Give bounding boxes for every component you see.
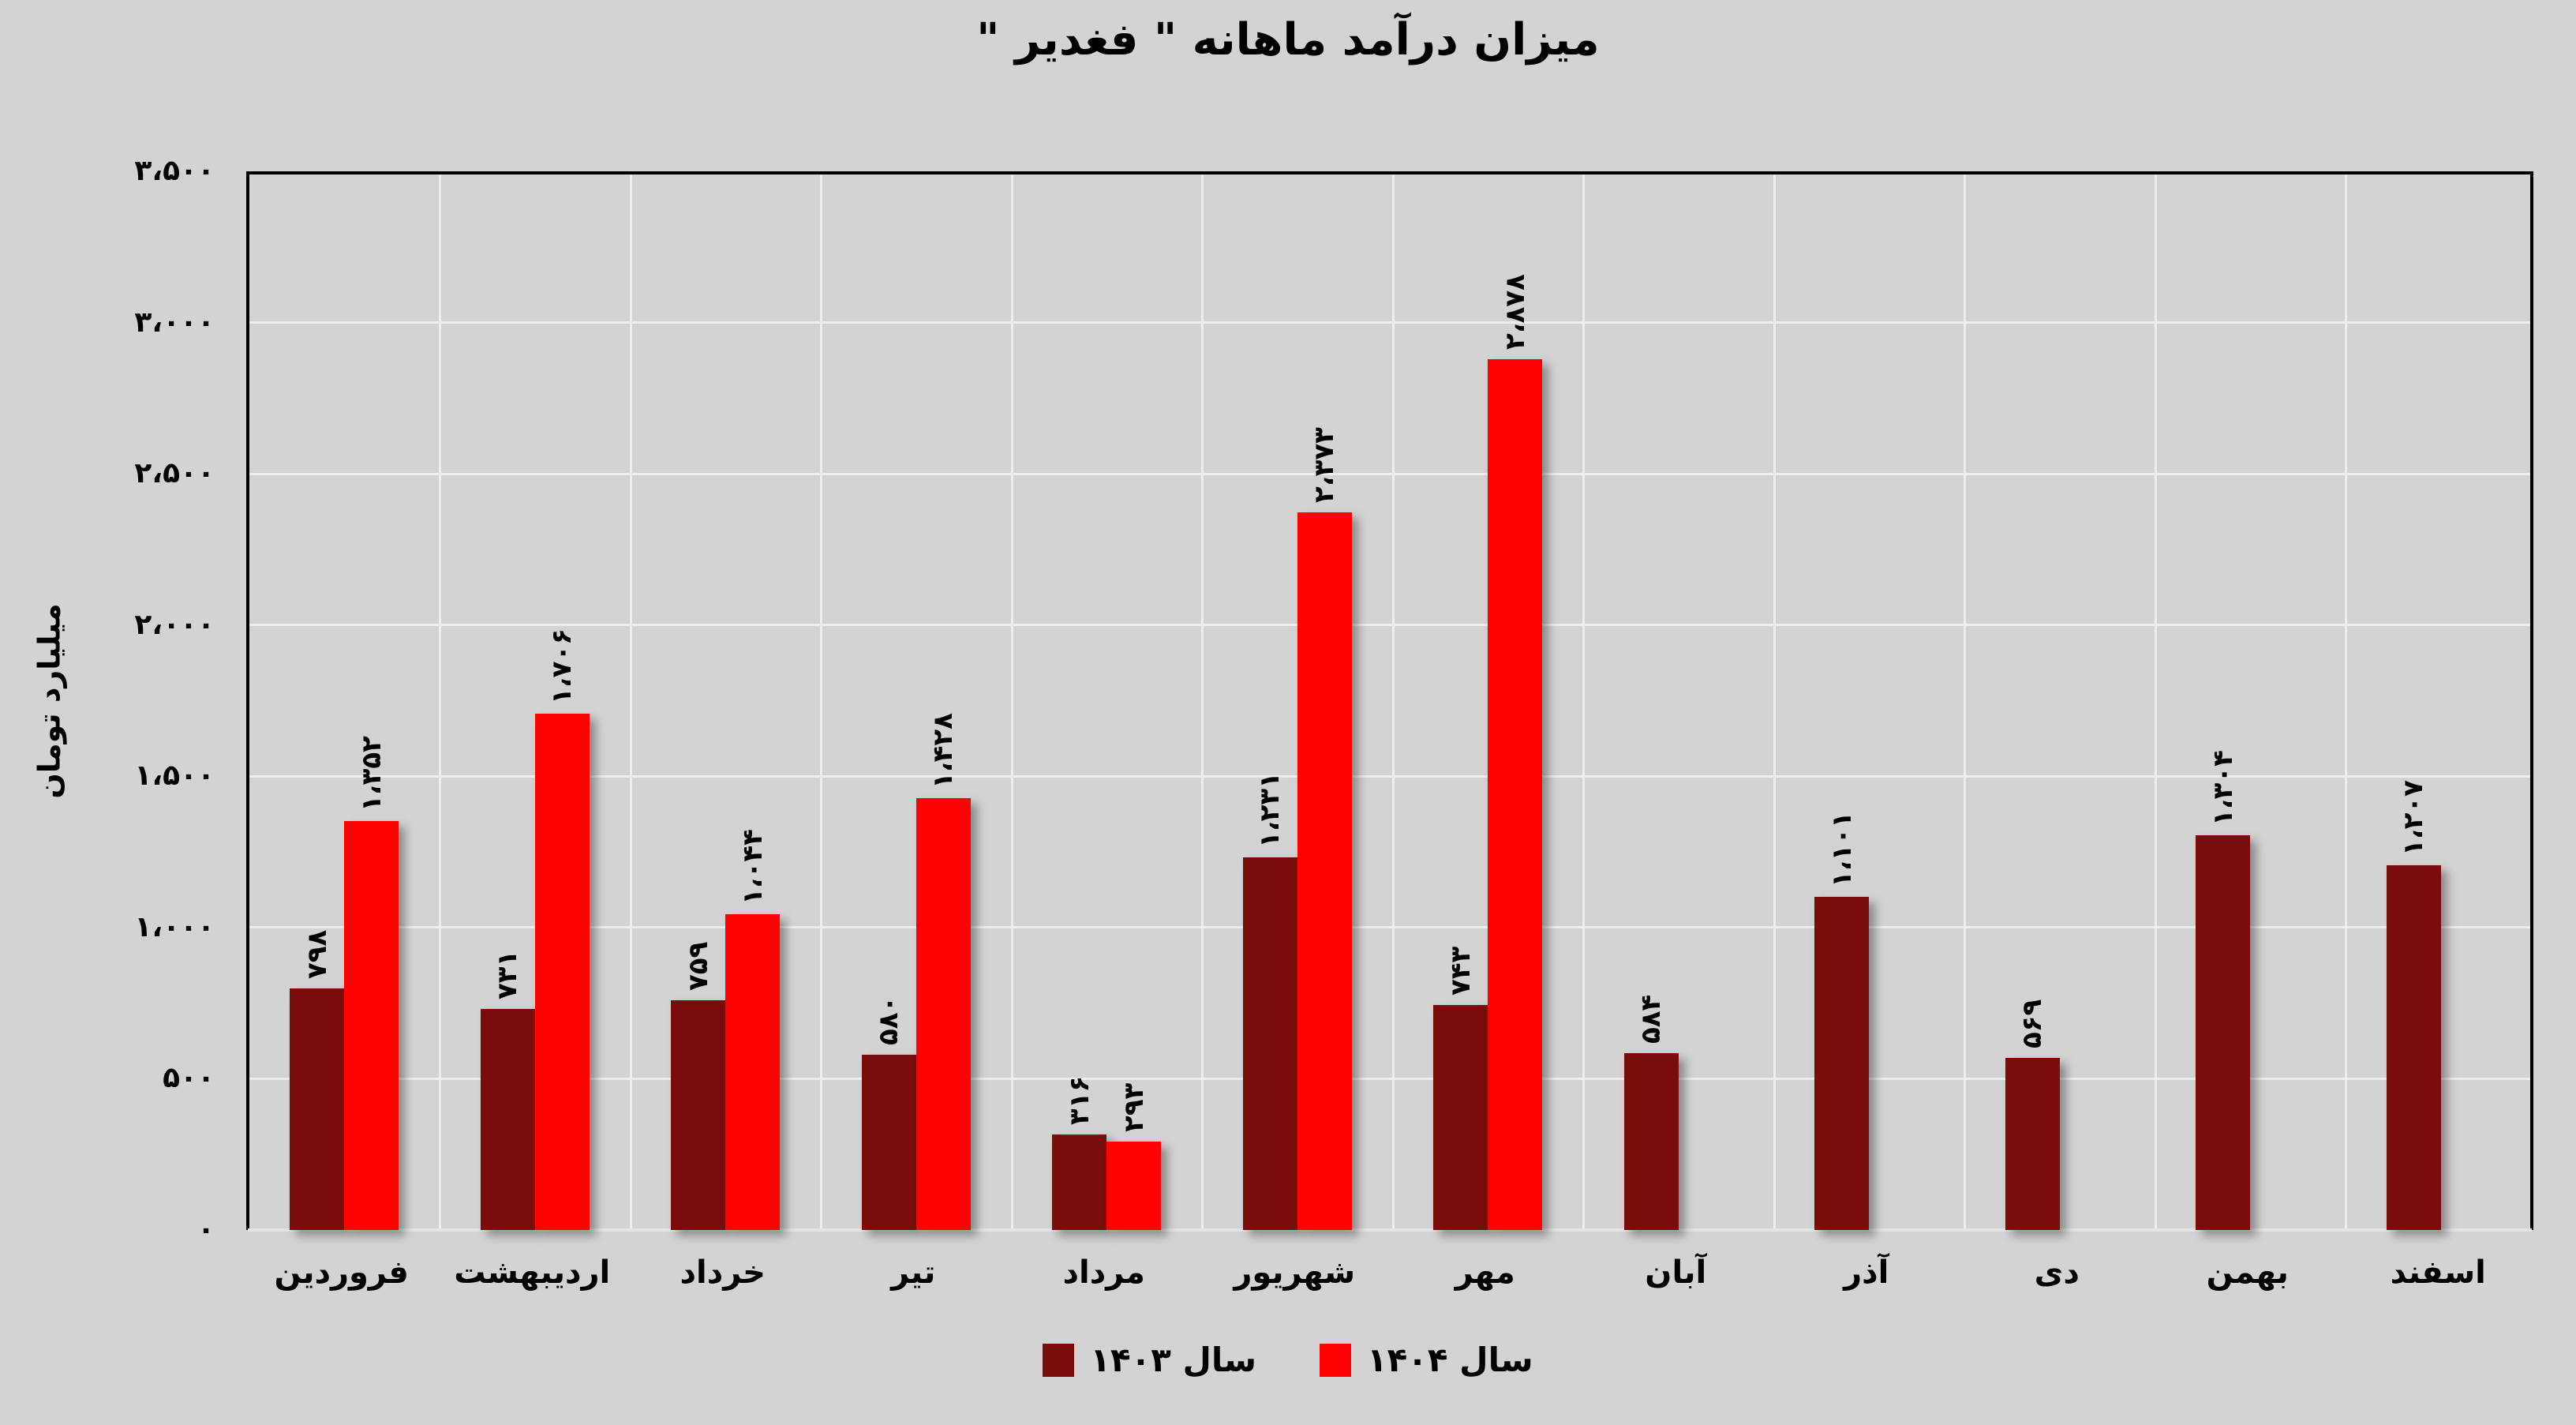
legend-label-1404: سال ۱۴۰۴ bbox=[1367, 1341, 1533, 1379]
bar-label-1404-m1: ۱،۳۵۲ bbox=[355, 736, 388, 812]
bar-1404-m3 bbox=[725, 914, 780, 1230]
bar-1404-m4 bbox=[915, 797, 971, 1230]
gridline-h bbox=[249, 774, 2530, 778]
bar-1403-m11 bbox=[2196, 835, 2250, 1230]
bar-1403-m10 bbox=[2005, 1058, 2060, 1230]
x-label-m2: اردیبهشت bbox=[454, 1254, 611, 1291]
gridline-v bbox=[2345, 174, 2347, 1230]
gridline-h bbox=[249, 926, 2530, 929]
chart-title: میزان درآمد ماهانه " فغدیر " bbox=[976, 14, 1600, 66]
bar-label-1403-m8: ۵۸۴ bbox=[1635, 994, 1667, 1044]
bar-label-1403-m10: ۵۶۹ bbox=[2016, 999, 2048, 1048]
bar-1404-m2 bbox=[534, 714, 590, 1230]
x-label-m11: بهمن bbox=[2206, 1254, 2289, 1291]
bar-1404-m6 bbox=[1297, 512, 1352, 1230]
bar-label-1403-m2: ۷۳۱ bbox=[492, 950, 523, 999]
legend-label-1403: سال ۱۴۰۳ bbox=[1090, 1341, 1256, 1379]
bar-label-1403-m6: ۱،۲۳۱ bbox=[1254, 772, 1286, 849]
gridline-h bbox=[249, 624, 2530, 627]
bar-1404-m1 bbox=[344, 821, 399, 1230]
gridline-v bbox=[820, 174, 822, 1230]
x-label-m8: آبان bbox=[1645, 1254, 1707, 1291]
y-tick-label-2000: ۲،۰۰۰ bbox=[134, 608, 215, 641]
gridline-v bbox=[1773, 174, 1776, 1230]
y-tick-label-1500: ۱،۵۰۰ bbox=[134, 759, 215, 793]
bar-label-1403-m5: ۳۱۶ bbox=[1063, 1075, 1095, 1125]
x-label-m3: خرداد bbox=[680, 1254, 766, 1291]
bar-label-1403-m9: ۱،۱۰۱ bbox=[1825, 812, 1858, 888]
bar-label-1403-m11: ۱،۳۰۴ bbox=[2207, 750, 2239, 827]
y-tick-label-3500: ۳،۵۰۰ bbox=[134, 155, 215, 187]
bar-1403-m8 bbox=[1623, 1053, 1679, 1230]
gridline-v bbox=[1201, 174, 1204, 1230]
bar-1403-m2 bbox=[480, 1008, 535, 1230]
plot-area: ۷۹۸ ۷۳۱ ۷۵۹ ۵۸۰ ۳۱۶ ۱،۲۳۱ ۷۴۳ ۵۸۴ ۱،۱۰۱ ۵۶۹ ۱،۳۰۴ ۱… bbox=[246, 171, 2533, 1232]
x-label-m7: مهر bbox=[1455, 1254, 1515, 1291]
legend: سال ۱۴۰۳ سال ۱۴۰۴ bbox=[0, 1341, 2576, 1379]
gridline-v bbox=[2154, 174, 2157, 1230]
bar-label-1404-m5: ۲۹۳ bbox=[1118, 1082, 1150, 1132]
bar-1403-m3 bbox=[671, 1000, 725, 1230]
bar-1403-m5 bbox=[1052, 1134, 1106, 1230]
bar-label-1404-m3: ۱،۰۴۴ bbox=[736, 829, 769, 905]
bar-label-1403-m4: ۵۸۰ bbox=[873, 996, 904, 1045]
bar-1403-m9 bbox=[1814, 897, 1869, 1230]
gridline-h bbox=[249, 472, 2530, 475]
bar-1403-m1 bbox=[290, 988, 344, 1230]
y-tick-label-0: ۰ bbox=[197, 1213, 215, 1246]
bar-1404-m7 bbox=[1488, 359, 1542, 1230]
bar-1403-m7 bbox=[1433, 1005, 1488, 1230]
x-label-m5: مرداد bbox=[1062, 1254, 1145, 1291]
bar-label-1404-m2: ۱،۷۰۶ bbox=[546, 628, 578, 705]
bar-label-1403-m1: ۷۹۸ bbox=[301, 929, 333, 980]
y-tick-label-2500: ۲،۵۰۰ bbox=[134, 457, 215, 490]
legend-item-1403: سال ۱۴۰۳ bbox=[1043, 1341, 1256, 1379]
x-label-m1: فروردین bbox=[274, 1254, 409, 1291]
bar-1404-m5 bbox=[1106, 1141, 1161, 1230]
bar-label-1403-m12: ۱،۲۰۷ bbox=[2398, 779, 2429, 856]
x-label-m6: شهریور bbox=[1234, 1254, 1356, 1291]
x-label-m12: اسفند bbox=[2390, 1254, 2486, 1291]
gridline-h bbox=[249, 321, 2530, 324]
bar-1403-m6 bbox=[1242, 857, 1297, 1230]
bar-1403-m12 bbox=[2386, 864, 2441, 1230]
y-tick-label-3000: ۳،۰۰۰ bbox=[134, 306, 215, 339]
gridline-v bbox=[1582, 174, 1585, 1230]
bar-1403-m4 bbox=[861, 1054, 916, 1230]
bar-label-1403-m3: ۷۵۹ bbox=[682, 941, 714, 992]
gridline-v bbox=[439, 174, 441, 1230]
gridline-v bbox=[1010, 174, 1013, 1230]
gridline-v bbox=[1964, 174, 1966, 1230]
bar-label-1404-m4: ۱،۴۲۸ bbox=[927, 712, 959, 789]
x-label-m9: آذر bbox=[1844, 1254, 1889, 1291]
bar-label-1404-m7: ۲،۸۷۸ bbox=[1499, 274, 1531, 351]
x-axis-baseline bbox=[248, 1228, 2532, 1232]
y-tick-label-1000: ۱،۰۰۰ bbox=[134, 910, 215, 943]
bar-label-1403-m7: ۷۴۳ bbox=[1444, 947, 1477, 996]
x-label-m10: دی bbox=[2034, 1254, 2080, 1291]
bar-label-1404-m6: ۲،۳۷۳ bbox=[1309, 426, 1340, 503]
y-tick-label-500: ۵۰۰ bbox=[163, 1062, 215, 1095]
legend-swatch-1404 bbox=[1320, 1343, 1351, 1377]
gridline-v bbox=[1391, 174, 1395, 1230]
gridline-h bbox=[249, 1077, 2530, 1080]
legend-item-1404: سال ۱۴۰۴ bbox=[1320, 1341, 1533, 1379]
x-label-m4: تیر bbox=[891, 1254, 936, 1291]
gridline-v bbox=[629, 174, 632, 1230]
legend-swatch-1403 bbox=[1043, 1343, 1075, 1377]
